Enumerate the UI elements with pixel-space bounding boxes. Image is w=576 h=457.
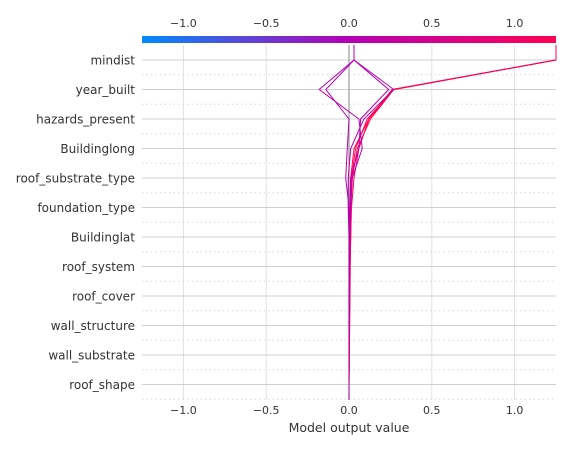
colorbar bbox=[142, 36, 556, 43]
feature-label: mindist bbox=[90, 54, 135, 68]
x-tick-label: −0.5 bbox=[253, 404, 280, 417]
feature-label: Buildinglong bbox=[60, 142, 135, 156]
x-tick-label-top: −1.0 bbox=[170, 17, 197, 30]
x-tick-label-top: 0.0 bbox=[340, 17, 358, 30]
axis-ticks: −1.0 −1.0 −0.5 −0.5 0.0 0.0 0.5 0.5 1.0 1.0 bbox=[170, 17, 523, 417]
x-tick-label-top: 1.0 bbox=[506, 17, 524, 30]
feature-labels: mindist year_built hazards_present Building… bbox=[16, 54, 135, 393]
feature-label: year_built bbox=[76, 83, 136, 97]
feature-label: wall_structure bbox=[51, 319, 135, 333]
feature-label: foundation_type bbox=[37, 201, 135, 215]
feature-label: roof_shape bbox=[69, 378, 135, 392]
feature-label: Buildinglat bbox=[71, 231, 135, 245]
x-tick-label: 0.0 bbox=[340, 404, 358, 417]
feature-label: roof_system bbox=[62, 260, 135, 274]
x-tick-label: 1.0 bbox=[506, 404, 524, 417]
x-tick-label: 0.5 bbox=[423, 404, 441, 417]
colorbar-gradient bbox=[142, 36, 556, 43]
feature-label: roof_cover bbox=[72, 290, 135, 304]
feature-label: roof_substrate_type bbox=[16, 172, 135, 186]
x-axis-label: Model output value bbox=[289, 420, 410, 435]
x-tick-label: −1.0 bbox=[170, 404, 197, 417]
feature-label: hazards_present bbox=[36, 113, 135, 127]
x-tick-label-top: −0.5 bbox=[253, 17, 280, 30]
x-tick-label-top: 0.5 bbox=[423, 17, 441, 30]
feature-label: wall_substrate bbox=[48, 349, 135, 363]
